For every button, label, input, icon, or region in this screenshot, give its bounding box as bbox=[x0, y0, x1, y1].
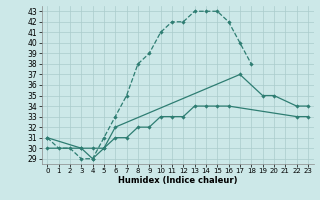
X-axis label: Humidex (Indice chaleur): Humidex (Indice chaleur) bbox=[118, 176, 237, 185]
